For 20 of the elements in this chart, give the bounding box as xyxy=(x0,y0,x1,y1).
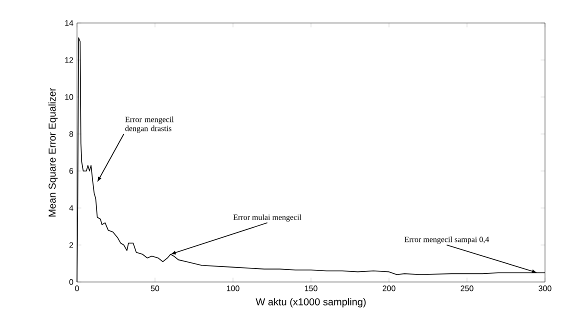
x-tick-label: 0 xyxy=(75,286,79,292)
annotation: Error mulai mengecil xyxy=(233,214,302,222)
y-tick-label: 6 xyxy=(69,168,74,174)
y-tick-label: 4 xyxy=(69,205,74,211)
y-tick-label: 8 xyxy=(69,131,74,137)
y-tick-label: 2 xyxy=(69,242,74,248)
x-axis-title: W aktu (x1000 sampling) xyxy=(256,298,366,308)
x-tick-label: 300 xyxy=(538,286,552,292)
y-tick-label: 12 xyxy=(65,57,74,63)
annotation: Error mengecil sampai 0,4 xyxy=(404,236,490,244)
y-axis-title: Mean Square Error Equalizer xyxy=(48,88,58,216)
x-tick-label: 100 xyxy=(226,286,240,292)
y-tick-label: 14 xyxy=(65,20,74,26)
x-tick-label: 50 xyxy=(150,286,160,292)
y-tick-label: 10 xyxy=(65,94,74,100)
x-tick-label: 250 xyxy=(460,286,474,292)
x-tick-label: 200 xyxy=(382,286,396,292)
y-tick-label: 0 xyxy=(69,279,74,285)
x-tick-label: 150 xyxy=(304,286,318,292)
annotation: Error mengecil dengan drastis xyxy=(125,116,174,133)
